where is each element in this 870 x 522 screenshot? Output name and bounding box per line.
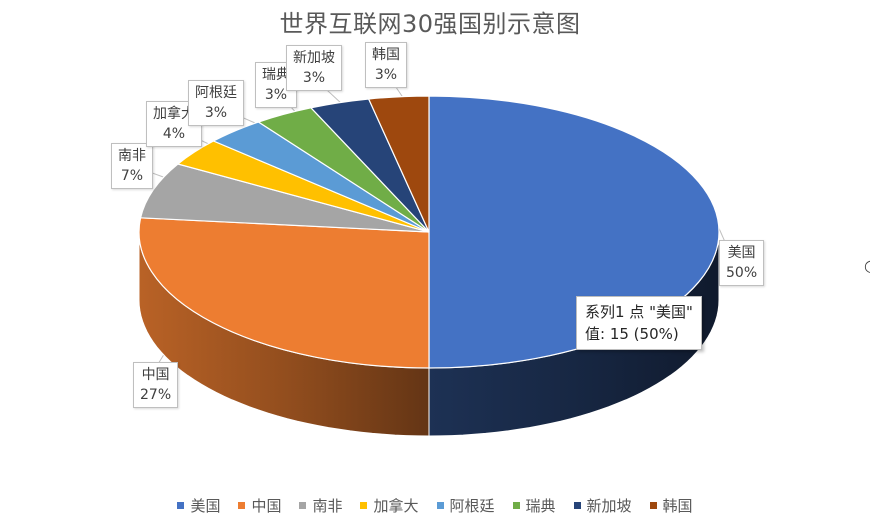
data-label-category: 南非 — [118, 148, 146, 164]
legend: 美国 中国 南非 加拿大 阿根廷 瑞典 新加坡 韩国 — [0, 495, 870, 516]
legend-item-korea[interactable]: 韩国 — [649, 495, 693, 516]
data-label-category: 阿根廷 — [195, 85, 237, 101]
data-label-china: 中国 27% — [133, 362, 179, 408]
data-label-percent: 3% — [302, 70, 326, 86]
legend-item-canada[interactable]: 加拿大 — [360, 495, 419, 516]
chart-title: 世界互联网30强国别示意图 — [279, 10, 581, 38]
legend-swatch — [649, 502, 657, 509]
data-label-category: 韩国 — [372, 47, 400, 63]
data-label-percent: 27% — [140, 387, 172, 403]
tooltip-series-point: 系列1 点 "美国" — [585, 303, 693, 321]
legend-swatch — [512, 502, 520, 509]
data-label-percent: 3% — [204, 105, 228, 121]
data-label-singapore: 新加坡 3% — [286, 45, 342, 91]
pie-slices[interactable] — [138, 95, 720, 369]
pie-slice-south-africa[interactable] — [139, 163, 430, 233]
legend-label: 新加坡 — [586, 497, 632, 515]
hover-tooltip: 系列1 点 "美国" 值: 15 (50%) — [576, 296, 702, 350]
data-label-category: 瑞典 — [262, 67, 290, 83]
legend-swatch — [573, 502, 581, 509]
data-label-argentina: 阿根廷 3% — [188, 80, 244, 126]
data-label-south-africa: 南非 7% — [111, 143, 153, 189]
legend-label: 阿根廷 — [449, 497, 495, 515]
legend-swatch — [238, 502, 246, 509]
data-label-percent: 50% — [726, 265, 758, 281]
legend-label: 韩国 — [662, 497, 693, 515]
legend-swatch — [436, 502, 444, 509]
data-label-percent: 3% — [374, 67, 398, 83]
data-label-category: 中国 — [141, 367, 170, 383]
legend-label: 中国 — [251, 497, 282, 515]
data-label-category: 美国 — [727, 245, 756, 261]
data-label-percent: 4% — [162, 126, 186, 142]
pie-slice-china[interactable] — [138, 217, 430, 369]
legend-label: 南非 — [312, 497, 343, 515]
legend-item-south-africa[interactable]: 南非 — [299, 495, 342, 516]
data-label-korea: 韩国 3% — [365, 42, 407, 88]
legend-swatch — [177, 502, 185, 509]
legend-item-china[interactable]: 中国 — [238, 495, 281, 516]
legend-item-argentina[interactable]: 阿根廷 — [436, 495, 495, 516]
data-label-category: 加拿大 — [153, 106, 195, 122]
cursor-glyph: ○ — [864, 256, 870, 275]
tooltip-value: 值: 15 (50%) — [585, 325, 679, 343]
legend-item-usa[interactable]: 美国 — [177, 495, 220, 516]
data-label-percent: 3% — [264, 87, 288, 103]
legend-label: 加拿大 — [373, 497, 419, 515]
data-label-category: 新加坡 — [293, 50, 335, 66]
pie-slice-korea[interactable] — [367, 95, 430, 233]
data-label-percent: 7% — [120, 168, 144, 184]
legend-label: 美国 — [190, 497, 221, 515]
data-label-usa: 美国 50% — [719, 240, 765, 286]
legend-item-singapore[interactable]: 新加坡 — [573, 495, 632, 516]
legend-swatch — [299, 502, 307, 509]
legend-label: 瑞典 — [525, 497, 556, 515]
legend-swatch — [360, 502, 368, 509]
legend-item-sweden[interactable]: 瑞典 — [512, 495, 556, 516]
